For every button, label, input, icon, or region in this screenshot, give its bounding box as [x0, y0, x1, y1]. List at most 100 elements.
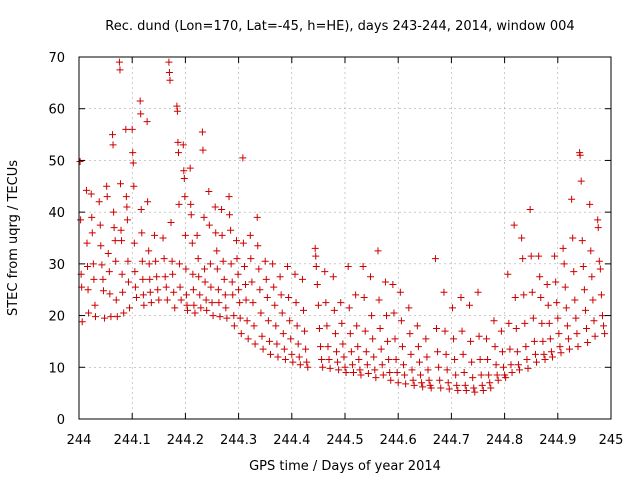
- x-tick-label: 244.3: [220, 433, 257, 448]
- data-point: [173, 107, 181, 115]
- data-point: [273, 340, 281, 348]
- data-point: [130, 182, 138, 190]
- data-point: [131, 283, 139, 291]
- data-point: [368, 312, 376, 320]
- data-point: [123, 216, 131, 224]
- data-point: [187, 200, 195, 208]
- data-point: [531, 350, 539, 358]
- data-point: [595, 257, 603, 265]
- data-point: [357, 371, 365, 379]
- data-point: [361, 327, 369, 335]
- data-point: [355, 356, 363, 364]
- data-point: [494, 376, 502, 384]
- data-point: [203, 306, 211, 314]
- data-point: [502, 374, 510, 382]
- data-point: [396, 288, 404, 296]
- data-point: [364, 369, 372, 377]
- data-point: [124, 278, 132, 286]
- data-point: [401, 371, 409, 379]
- data-point: [436, 376, 444, 384]
- data-point: [324, 343, 332, 351]
- data-point: [600, 322, 608, 330]
- data-point: [311, 244, 319, 252]
- data-point: [596, 265, 604, 273]
- data-point: [406, 330, 414, 338]
- data-point: [219, 257, 227, 265]
- data-point: [583, 325, 591, 332]
- data-point: [568, 195, 576, 203]
- data-point: [136, 97, 144, 105]
- data-point: [303, 358, 311, 366]
- data-point: [569, 234, 577, 242]
- data-point: [419, 383, 427, 391]
- data-point: [601, 330, 609, 338]
- y-tick-label: 60: [48, 103, 65, 118]
- data-point: [345, 304, 353, 312]
- x-tick-label: 244.1: [114, 433, 151, 448]
- data-point: [331, 330, 339, 338]
- data-point: [112, 257, 120, 265]
- data-point: [120, 309, 128, 317]
- data-point: [228, 278, 236, 286]
- data-point: [584, 338, 592, 346]
- data-point: [85, 309, 93, 317]
- data-point: [557, 349, 565, 357]
- data-point: [90, 275, 98, 283]
- data-point: [117, 226, 125, 234]
- data-point: [457, 293, 465, 301]
- data-point: [573, 330, 581, 338]
- data-point: [263, 293, 271, 301]
- data-point: [300, 306, 308, 314]
- data-point: [250, 322, 258, 330]
- data-point: [126, 304, 134, 312]
- data-point: [370, 353, 378, 361]
- data-point: [356, 366, 364, 374]
- data-point: [460, 368, 468, 376]
- data-point: [110, 208, 118, 216]
- x-tick-label: 244.8: [486, 433, 523, 448]
- data-point: [291, 270, 299, 278]
- data-point: [256, 286, 264, 294]
- data-point: [591, 332, 599, 340]
- data-point: [450, 335, 458, 343]
- data-point: [442, 350, 450, 358]
- data-point: [371, 366, 379, 374]
- data-point: [179, 141, 187, 149]
- data-point: [397, 317, 405, 325]
- data-point: [272, 322, 280, 330]
- data-point: [552, 278, 560, 286]
- data-point: [352, 291, 360, 299]
- x-tick-label: 244.5: [326, 433, 363, 448]
- data-point: [545, 319, 553, 327]
- data-point: [119, 288, 127, 296]
- data-point: [193, 231, 201, 239]
- data-point: [296, 361, 304, 369]
- data-point: [139, 291, 147, 299]
- data-point: [410, 381, 418, 389]
- y-tick-label: 30: [48, 258, 65, 273]
- data-point: [98, 261, 106, 269]
- data-point: [564, 335, 572, 343]
- data-point: [207, 283, 215, 291]
- data-point: [208, 299, 216, 307]
- data-point: [574, 343, 582, 351]
- data-point: [508, 368, 516, 376]
- data-point: [536, 273, 544, 281]
- data-point: [147, 299, 155, 307]
- data-point: [191, 309, 199, 317]
- data-point: [548, 353, 556, 361]
- data-point: [527, 252, 535, 260]
- data-point: [89, 260, 97, 268]
- data-point: [471, 388, 479, 396]
- data-point: [239, 239, 247, 247]
- data-point: [384, 337, 392, 345]
- data-point: [385, 356, 393, 364]
- data-point: [88, 213, 96, 221]
- data-point: [458, 327, 466, 335]
- x-tick-label: 245: [599, 433, 624, 448]
- data-point: [144, 198, 152, 206]
- data-point: [454, 387, 462, 395]
- data-point: [91, 301, 99, 309]
- data-point: [321, 268, 329, 276]
- data-point: [235, 286, 243, 294]
